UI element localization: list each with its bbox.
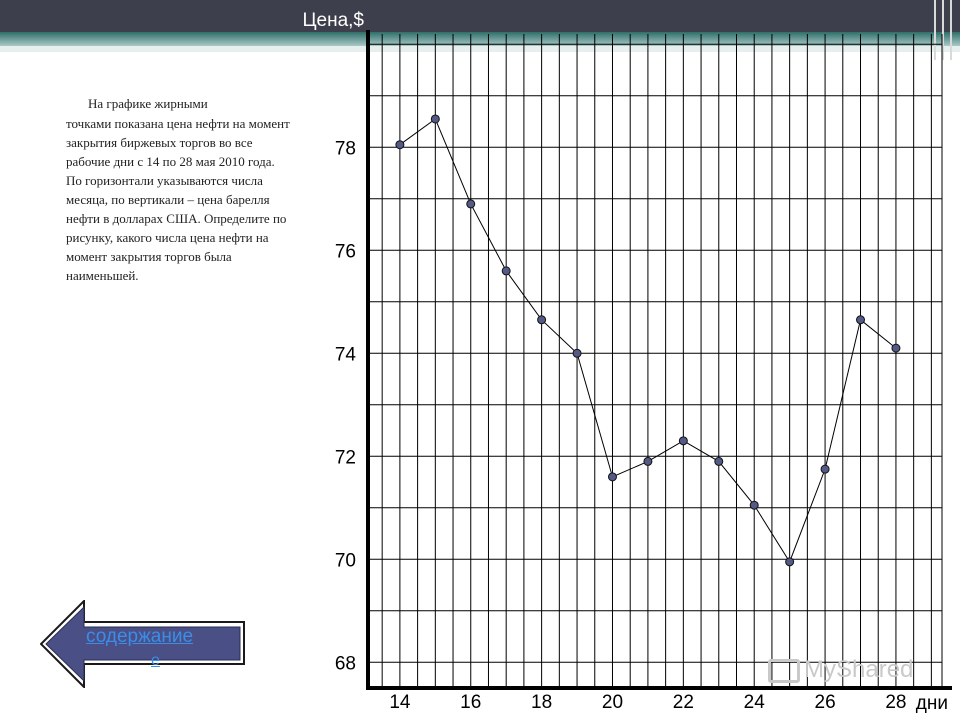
- data-point: [714, 456, 724, 466]
- data-point: [785, 557, 795, 567]
- data-point: [466, 199, 476, 209]
- x-tick-label: 16: [460, 692, 481, 713]
- y-axis-title: Цена,$: [302, 10, 364, 31]
- axis-labels: 68 70 72 74 76 78 14 16 18 20 22 24 26 28 Цена,$ дни: [302, 10, 948, 714]
- y-tick-label: 70: [335, 550, 356, 571]
- top-bar: [0, 0, 960, 32]
- x-tick-label: 14: [389, 692, 411, 713]
- chart-grid: [368, 34, 943, 688]
- x-tick-label: 18: [531, 692, 552, 713]
- header-accent-strip: [0, 46, 960, 52]
- contents-link-tail[interactable]: е: [151, 652, 160, 669]
- y-tick-label: 78: [335, 138, 356, 159]
- data-point: [501, 266, 511, 276]
- data-point: [572, 348, 582, 358]
- corner-decoration: [930, 0, 960, 60]
- x-tick-label: 28: [885, 692, 906, 713]
- data-point: [643, 456, 653, 466]
- data-point: [856, 315, 866, 325]
- contents-button[interactable]: [40, 600, 245, 688]
- y-tick-label: 72: [335, 447, 356, 468]
- task-description: На графике жирными точками показана цена…: [66, 94, 291, 285]
- x-tick-label: 20: [602, 692, 623, 713]
- price-series: [395, 114, 901, 567]
- data-point: [820, 464, 830, 474]
- data-point: [678, 436, 688, 446]
- data-point: [430, 114, 440, 124]
- description-body: точками показана цена нефти на момент за…: [66, 116, 290, 283]
- y-tick-label: 76: [335, 241, 356, 262]
- y-tick-label: 74: [335, 344, 357, 365]
- data-point: [749, 500, 759, 510]
- description-first-line: На графике жирными: [88, 96, 208, 111]
- x-tick-label: 24: [744, 692, 766, 713]
- y-tick-label: 68: [335, 653, 356, 674]
- x-tick-label: 26: [815, 692, 836, 713]
- chart-axes: [366, 30, 952, 690]
- data-point: [395, 140, 405, 150]
- header-accent-band: [0, 32, 960, 46]
- watermark-text: MyShared: [804, 656, 914, 683]
- data-point: [891, 343, 901, 353]
- contents-link[interactable]: содержание: [86, 626, 194, 647]
- data-point: [607, 472, 617, 482]
- x-tick-label: 22: [673, 692, 694, 713]
- projector-icon: [768, 658, 800, 683]
- x-axis-title: дни: [916, 693, 948, 714]
- data-point: [537, 315, 547, 325]
- watermark: MyShared: [768, 656, 913, 684]
